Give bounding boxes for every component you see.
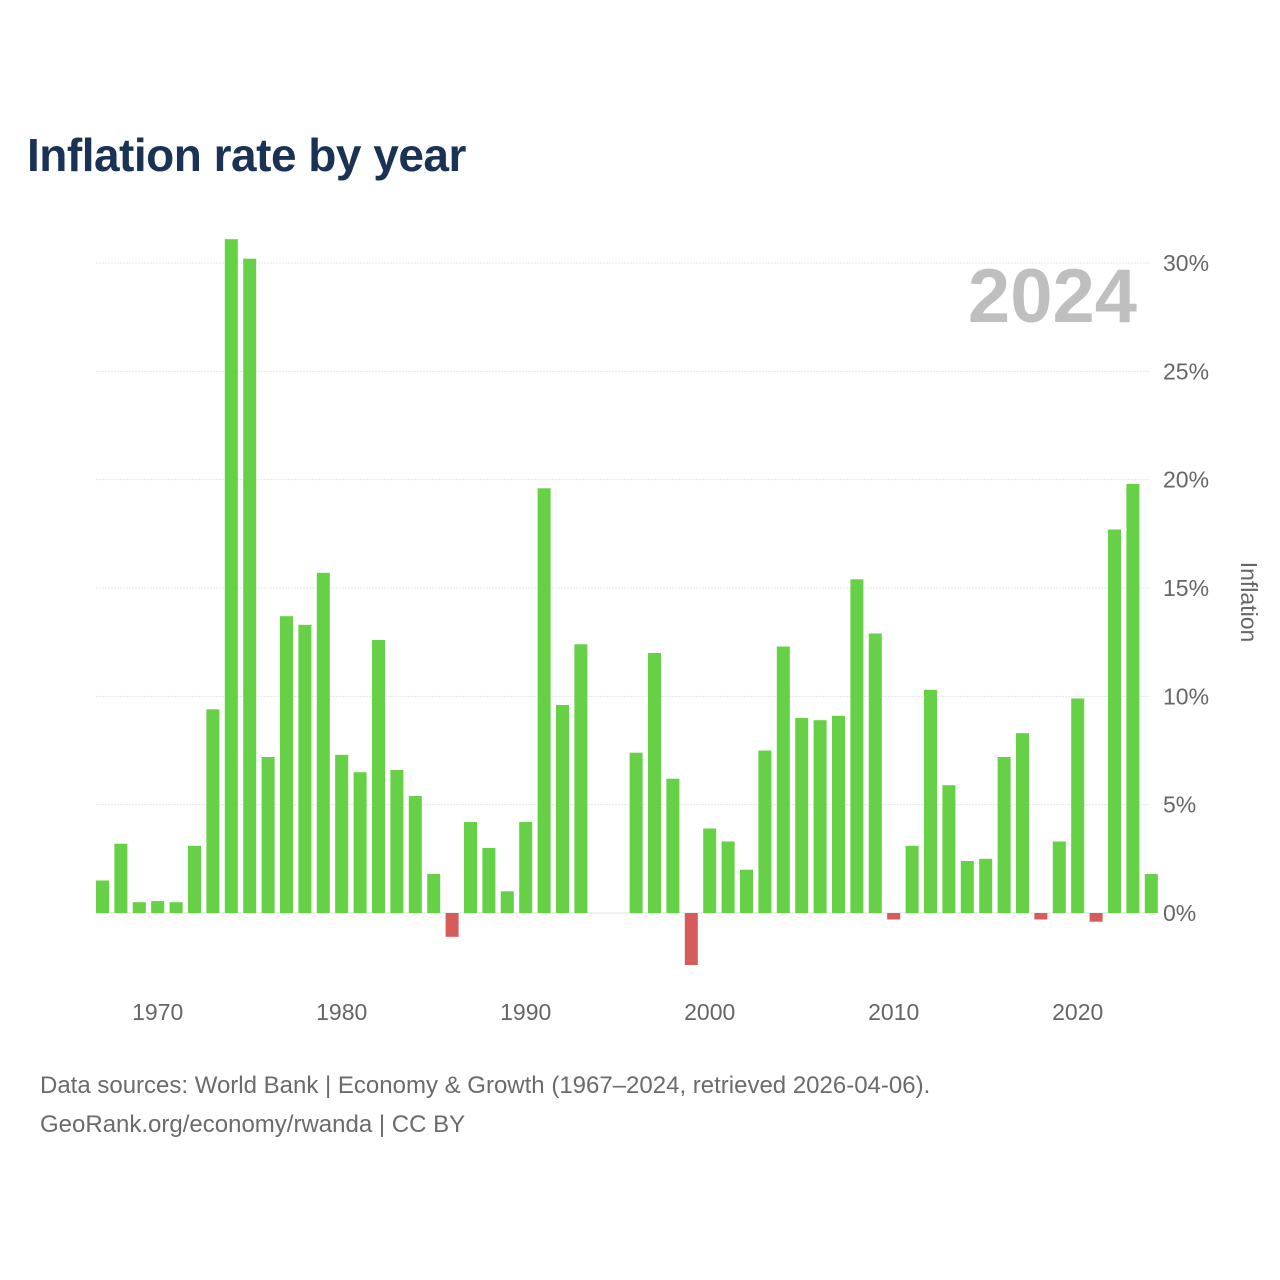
bar: 1984: 5.4% [408,796,422,913]
bar: 2004: 12.3% [776,646,790,913]
bar: 1992: 9.6% [556,705,569,913]
bar: 2017: 8.3% [1016,733,1029,913]
bar: 2014: 2.4% [960,861,974,913]
bar: 2007: 9.1% [832,715,845,913]
bar: 1970: 0.55% [151,901,165,913]
bar: 1973: 9.4% [206,709,220,913]
y-tick-label: 25% [1163,358,1209,384]
year-watermark: 2024 [968,254,1137,339]
bar: 2019: 3.3% [1052,841,1066,913]
bar: 2022: 17.7% [1108,529,1121,913]
bar: 1975: 30.2% [243,258,257,913]
bar: 2005: 9% [795,718,809,913]
bar: 2024: 1.8% [1144,874,1158,913]
source-line-2[interactable]: GeoRank.org/economy/rwanda | CC BY [40,1111,466,1138]
y-axis-ticks: 0% 5% 10% 15% 20% 25% 30% [1163,250,1209,926]
bar: 1974: 31.1% [224,239,238,913]
bar: 1998: 6.2% [666,778,680,913]
bar: 1983: 6.6% [390,770,404,913]
bar: 2010: -0.3% [887,913,901,920]
x-axis-ticks: 1970 1980 1990 2000 2010 2020 [132,999,1103,1025]
bar: 2001: 3.3% [721,841,735,913]
y-axis-title: Inflation [1236,562,1262,643]
x-tick-label: 2010 [868,999,919,1025]
bar: 1989: 1% [500,891,514,913]
source-note: Data sources: World Bank | Economy & Gro… [40,1066,930,1144]
bar: 1977: 13.7% [280,616,293,913]
bar: 2006: 8.9% [813,720,827,913]
bar: 2008: 15.4% [850,579,864,913]
bar: 1986: -1.1% [445,913,459,937]
bar: 2021: -0.4% [1089,913,1103,922]
x-tick-label: 2020 [1052,999,1103,1025]
bar: 2016: 7.2% [997,757,1011,913]
bar: 1980: 7.3% [335,754,349,913]
y-tick-label: 5% [1163,792,1196,818]
bar: 1968: 3.2% [114,843,128,913]
bar: 1996: 7.4% [629,752,643,913]
chart-title: Inflation rate by year [27,129,466,181]
bar: 1981: 6.5% [353,772,367,913]
bar: 2013: 5.9% [942,785,956,913]
x-tick-label: 2000 [684,999,735,1025]
bar: 1993: 12.4% [574,644,588,913]
bar: 1990: 4.2% [519,822,533,913]
bar: 2000: 3.9% [703,828,717,913]
bar: 2020: 9.9% [1071,698,1085,913]
bar: 1967: 1.5% [96,880,109,913]
x-tick-label: 1980 [316,999,367,1025]
bar: 1982: 12.6% [372,640,385,913]
bar: 2012: 10.3% [924,689,937,913]
y-tick-label: 30% [1163,250,1209,276]
x-tick-label: 1990 [500,999,551,1025]
bar: 1971: 0.5% [169,902,183,913]
bar: 1999: -2.4% [684,913,698,965]
y-tick-label: 20% [1163,467,1209,493]
bar: 1985: 1.8% [427,874,441,913]
bar: 1972: 3.1% [188,845,201,913]
y-tick-label: 0% [1163,900,1196,926]
bar: 1991: 19.6% [537,488,551,913]
y-tick-label: 10% [1163,683,1209,709]
bar: 2011: 3.1% [905,845,919,913]
bar: 2003: 7.5% [758,750,772,913]
bar: 2015: 2.5% [979,858,993,913]
bar: 2023: 19.8% [1126,484,1140,913]
bar: 1976: 7.2% [261,757,275,913]
bar: 1979: 15.7% [316,572,330,913]
bar: 1978: 13.3% [298,624,312,913]
x-tick-label: 1970 [132,999,183,1025]
bar: 1997: 12% [648,653,661,913]
bar: 1987: 4.2% [464,822,477,913]
y-tick-label: 15% [1163,575,1209,601]
bar: 1969: 0.5% [132,902,146,913]
bar: 1988: 3% [482,848,496,913]
bars-layer: 1967: 1.5% 1968: 3.2% 1969: 0.5% 1970: 0.55… [96,239,1158,965]
bar: 2018: -0.3% [1034,913,1048,920]
source-line-1: Data sources: World Bank | Economy & Gro… [40,1072,931,1099]
inflation-bar-chart: 2024 1967: 1.5% 1968: 3.2% 1969: 0.5% 1970:… [96,239,1262,1025]
bar: 2002: 2% [740,869,753,913]
bar: 2009: 12.9% [868,633,882,913]
